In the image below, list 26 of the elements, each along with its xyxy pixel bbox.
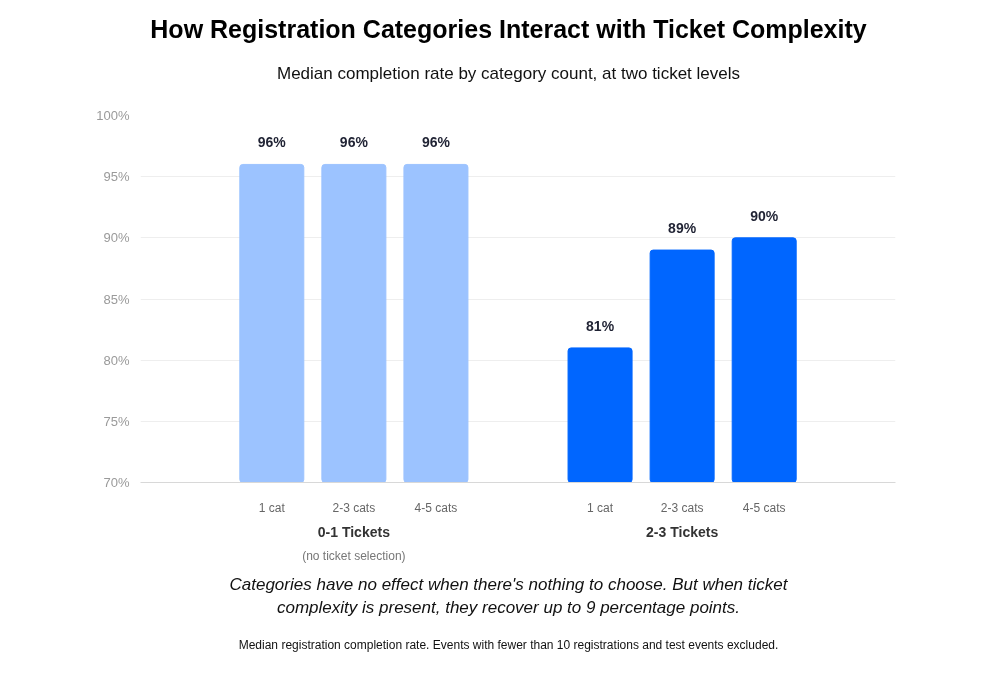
- x-tick-label: 4-5 cats: [414, 500, 458, 515]
- data-label: 96%: [339, 134, 369, 151]
- x-tick-label: 1 cat: [587, 500, 614, 515]
- y-tick-label: 75%: [103, 413, 130, 429]
- y-tick-label: 95%: [103, 169, 130, 185]
- y-tick-label: 100%: [96, 107, 130, 123]
- text: Categories have no effect when there's nothing to choose. But when ticket complexity is present, they recover up to 9 percentage points.: [228, 574, 789, 619]
- data-label: 90%: [750, 207, 779, 224]
- y-tick-label: 85%: [103, 291, 130, 307]
- chart-subtitle: Median completion rate by category count, at two ticket levels: [276, 62, 740, 85]
- y-tick-label: 90%: [103, 230, 130, 246]
- data-label: 89%: [668, 220, 697, 237]
- data-label: 96%: [257, 134, 287, 151]
- y-tick-label: 80%: [103, 352, 130, 368]
- text: Median registration completion rate. Events with fewer than 10 registrations and test events excluded.: [238, 636, 779, 654]
- x-tick-label: 4-5 cats: [742, 500, 786, 515]
- x-tick-label: 1 cat: [258, 500, 286, 515]
- data-label: 96%: [421, 134, 451, 151]
- x-tick-label: 2-3 cats: [660, 500, 704, 515]
- text: (no ticket selection): [302, 548, 406, 563]
- data-label: 81%: [586, 317, 615, 334]
- chart-title: How Registration Categories Interact with Ticket Complexity: [150, 14, 867, 45]
- x-tick-label: 2-3 cats: [332, 500, 376, 515]
- y-tick-label: 70%: [103, 474, 130, 490]
- text: 2-3 Tickets: [646, 523, 719, 540]
- text: 0-1 Tickets: [317, 523, 391, 540]
